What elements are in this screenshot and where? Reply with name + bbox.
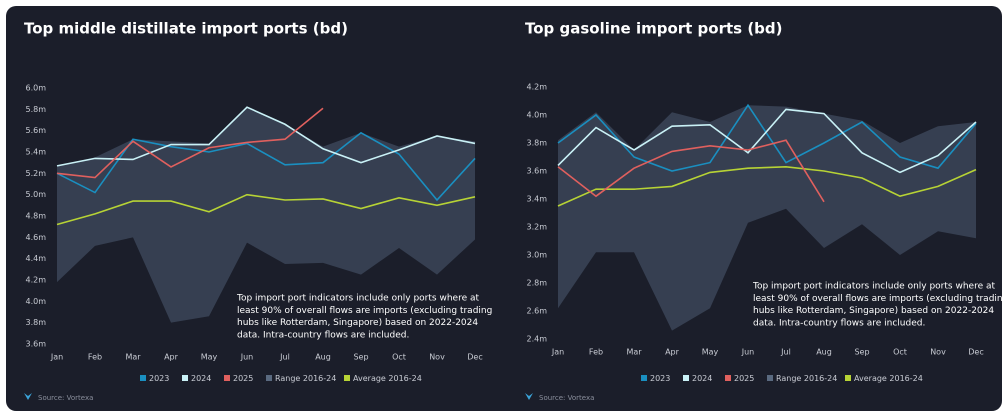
legend-label: 2025 [734,374,754,383]
y-tick-label: 6.0m [25,84,46,93]
range-area [558,105,976,331]
legend-swatch [224,375,230,381]
y-tick-label: 5.8m [25,105,46,114]
legend-swatch [845,375,851,381]
series-line [557,103,977,172]
y-tick-label: 3.6m [25,340,46,349]
y-tick-label: 4.8m [25,212,46,221]
y-tick-label: 5.6m [25,126,46,135]
y-tick-label: 3.6m [526,167,547,176]
chart-title: Top middle distillate import ports (bd) [24,20,348,38]
x-tick-label: Mar [125,353,141,362]
x-tick-label: Sep [353,353,368,362]
series-line [56,107,324,179]
x-tick-label: Sep [854,348,869,357]
x-tick-label: May [702,348,719,357]
x-tick-label: Aug [315,353,331,362]
y-tick-label: 5.2m [25,169,46,178]
series-line [56,193,476,226]
x-tick-label: Apr [164,353,179,362]
legend-swatch [182,375,188,381]
annotation: hubs like Rotterdam, Singapore) based on… [237,318,478,328]
series-line [56,106,476,167]
y-tick-label: 3.2m [526,223,547,232]
x-tick-label: Aug [816,348,832,357]
series-line [557,108,977,174]
legend-label: 2023 [650,374,670,383]
y-tick-label: 2.6m [526,307,547,316]
x-tick-label: Apr [665,348,680,357]
y-tick-label: 3.8m [526,139,547,148]
x-tick-label: Nov [930,348,946,357]
legend-label: 2023 [149,374,169,383]
x-tick-label: Dec [467,353,482,362]
legend-swatch [266,375,272,381]
y-tick-label: 3.8m [25,318,46,327]
x-tick-label: Jul [279,353,290,362]
x-tick-label: Feb [589,348,603,357]
annotation: hubs like Rotterdam, Singapore) based on… [753,306,994,316]
x-tick-label: Oct [893,348,907,357]
series-line [557,139,825,203]
annotation: data. Intra-country flows are included. [237,330,409,340]
y-tick-label: 4.0m [526,111,547,120]
annotation: least 90% of overall flows are imports (… [753,294,1008,304]
legend-label: 2024 [692,374,712,383]
legend-swatch [767,375,773,381]
y-tick-label: 4.2m [25,276,46,285]
annotation: Top import port indicators include only … [752,282,995,292]
x-tick-label: Jan [551,348,564,357]
series-line [557,165,977,207]
x-tick-label: Jun [240,353,254,362]
legend-swatch [641,375,647,381]
source: Source: Vortexa [539,394,594,402]
legend-label: Range 2016-24 [776,374,837,383]
x-tick-label: Oct [392,353,406,362]
legend-swatch [140,375,146,381]
y-tick-label: 4.6m [25,233,46,242]
x-tick-label: Jun [741,348,755,357]
y-tick-label: 2.4m [526,335,547,344]
source: Source: Vortexa [38,394,93,402]
y-tick-label: 4.2m [526,83,547,92]
y-tick-label: 5.0m [25,190,46,199]
annotation: data. Intra-country flows are included. [753,318,925,328]
x-tick-label: Nov [429,353,445,362]
legend-swatch [725,375,731,381]
legend-swatch [683,375,689,381]
chart-title: Top gasoline import ports (bd) [525,20,783,38]
logo [525,393,533,400]
x-tick-label: Jan [50,353,63,362]
x-tick-label: Feb [88,353,102,362]
y-tick-label: 4.4m [25,254,46,263]
y-tick-label: 4.0m [25,297,46,306]
y-tick-label: 2.8m [526,279,547,288]
legend-label: 2024 [191,374,211,383]
annotation: least 90% of overall flows are imports (… [237,306,492,316]
x-tick-label: Mar [626,348,642,357]
logo [24,393,32,400]
x-tick-label: May [201,353,218,362]
x-tick-label: Jul [780,348,791,357]
y-tick-label: 3.0m [526,251,547,260]
y-tick-label: 3.4m [526,195,547,204]
x-tick-label: Dec [968,348,983,357]
legend-label: Average 2016-24 [854,374,923,383]
legend-swatch [344,375,350,381]
legend-label: Average 2016-24 [353,374,422,383]
legend-label: 2025 [233,374,253,383]
legend-label: Range 2016-24 [275,374,336,383]
y-tick-label: 5.4m [25,148,46,157]
annotation: Top import port indicators include only … [236,294,479,304]
